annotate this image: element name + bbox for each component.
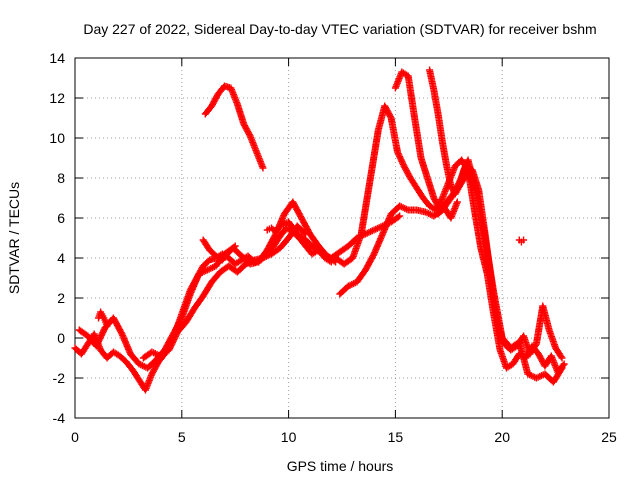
data-point-fill	[300, 229, 308, 237]
data-point-fill	[399, 159, 407, 167]
y-axis-title: SDTVAR / TECUs	[6, 182, 22, 294]
y-tick-label: 2	[57, 290, 65, 306]
data-point	[231, 242, 239, 250]
y-tick-label: 4	[57, 250, 65, 266]
data-point	[396, 212, 404, 220]
x-tick-label: 0	[71, 429, 79, 445]
series-track-d	[201, 82, 267, 172]
y-tick-label: 0	[57, 330, 65, 346]
data-point-fill	[399, 160, 407, 168]
data-point-fill	[386, 113, 394, 120]
data-point-fill	[177, 315, 185, 323]
x-axis-title: GPS time / hours	[287, 458, 394, 474]
chart-title: Day 227 of 2022, Sidereal Day-to-day VTE…	[83, 21, 596, 37]
series-track-l	[515, 236, 528, 246]
data-point	[394, 148, 402, 156]
series-track-c	[139, 222, 310, 362]
data-point	[259, 164, 267, 172]
series-track-g	[391, 68, 566, 362]
y-tick-label: 12	[49, 90, 65, 106]
y-tick-label: -4	[53, 410, 66, 426]
data-point	[468, 172, 476, 180]
data-point-fill	[397, 156, 405, 164]
plot-frame	[74, 57, 610, 419]
data-point	[558, 364, 566, 372]
x-tick-label: 5	[178, 429, 186, 445]
series-track-e	[332, 102, 568, 376]
data-point-fill	[396, 154, 404, 162]
y-tick-label: -2	[53, 370, 66, 386]
y-tick-label: 8	[57, 170, 65, 186]
data-point-fill	[398, 157, 406, 165]
series-track-a	[71, 224, 335, 394]
x-tick-label: 10	[281, 429, 297, 445]
data-point-fill	[394, 213, 402, 221]
data-point	[560, 360, 568, 368]
data-point	[558, 354, 566, 362]
series-track-j	[199, 236, 239, 264]
y-tick-label: 14	[49, 50, 65, 66]
y-tick-label: 6	[57, 210, 65, 226]
data-point-fill	[438, 196, 446, 203]
y-tick-label: 10	[49, 130, 65, 146]
data-point-fill	[395, 151, 403, 159]
data-point-fill	[230, 243, 238, 251]
data-point	[520, 236, 528, 244]
data-point-fill	[396, 153, 404, 161]
axis-ticks: 0 5 10 15 20 25 -4 -2 0 2 4 6 8 10 12 14	[49, 50, 617, 445]
data-point-fill	[557, 365, 565, 373]
series-track-h	[426, 66, 476, 198]
series-track-i	[263, 212, 404, 262]
x-tick-label: 15	[388, 429, 404, 445]
data-point-fill	[557, 353, 565, 361]
data-point	[453, 198, 461, 206]
data-point-fill	[394, 150, 402, 158]
x-tick-label: 25	[601, 429, 617, 445]
series-track-m	[94, 308, 111, 330]
data-point	[302, 230, 310, 238]
data-points	[71, 66, 568, 394]
x-tick-label: 20	[494, 429, 510, 445]
data-point	[103, 322, 111, 330]
data-point-fill	[245, 131, 253, 138]
series-track-k	[434, 198, 461, 222]
data-point-fill	[455, 184, 463, 192]
